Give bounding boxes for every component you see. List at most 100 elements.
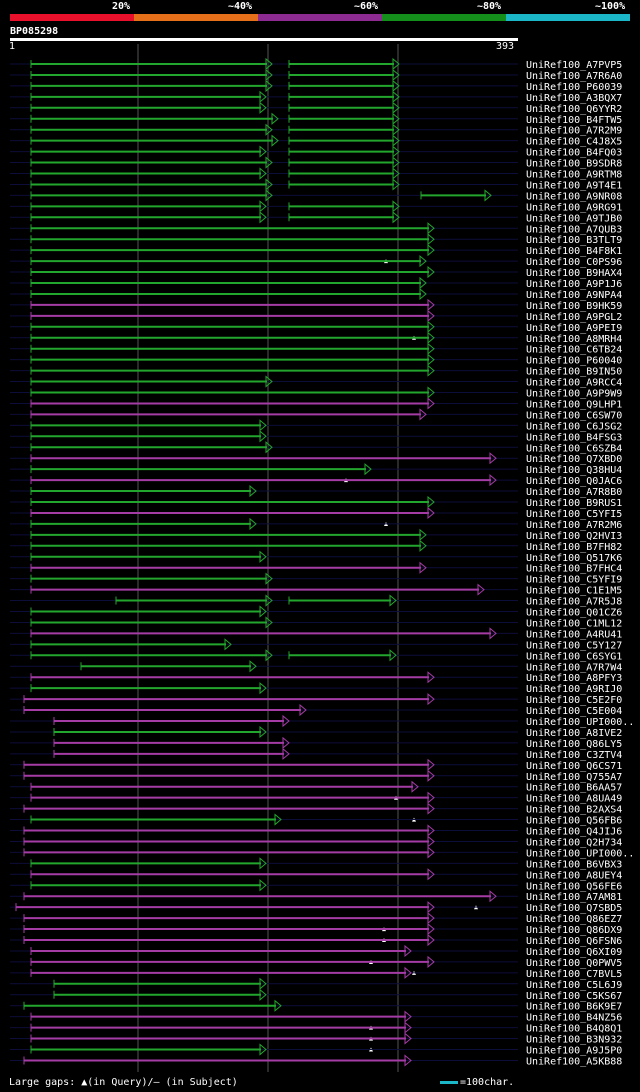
hit-arrow-10-0 — [259, 167, 267, 180]
hit-arrow-42-0 — [249, 517, 257, 530]
hit-arrow-53-0 — [224, 638, 232, 651]
hit-arrow-15-0 — [427, 222, 435, 235]
hit-arrow-9-1 — [392, 156, 400, 169]
hit-arrow-61-0 — [259, 725, 267, 739]
hit-arrow-6-0 — [265, 123, 273, 136]
hit-arrow-14-1 — [392, 211, 400, 224]
hit-arrow-40-0 — [427, 495, 435, 509]
hit-label-17: UniRef100_B4F8K1 — [526, 246, 622, 257]
hit-label-73: UniRef100_B6VBX3 — [526, 859, 622, 870]
hit-arrow-75-0 — [259, 879, 267, 892]
hit-label-30: UniRef100_A9P9W9 — [526, 389, 622, 400]
hit-arrow-25-0 — [427, 331, 435, 344]
hit-arrow-3-1 — [392, 90, 400, 103]
hit-arrow-26-0 — [427, 342, 435, 355]
hit-label-66: UniRef100_B6AA57 — [526, 783, 622, 794]
hit-arrow-41-0 — [427, 506, 435, 520]
hit-label-88: UniRef100_B4Q8Q1 — [526, 1024, 622, 1035]
hit-arrow-11-0 — [265, 178, 273, 191]
hit-label-51: UniRef100_C1ML12 — [526, 618, 622, 629]
hit-label-6: UniRef100_A7R2M9 — [526, 126, 622, 137]
hit-label-14: UniRef100_A9TJB0 — [526, 213, 622, 224]
hit-label-76: UniRef100_A7AM81 — [526, 892, 622, 903]
hit-label-54: UniRef100_C6SYG1 — [526, 651, 622, 662]
hit-arrow-85-0 — [259, 988, 267, 1001]
hit-label-46: UniRef100_B7FHC4 — [526, 564, 622, 575]
hit-arrow-52-0 — [489, 627, 497, 640]
hit-label-34: UniRef100_B4FSG3 — [526, 432, 622, 443]
hit-arrow-11-1 — [392, 178, 400, 191]
hit-arrow-13-0 — [259, 200, 267, 213]
hit-arrow-73-0 — [259, 857, 267, 870]
hit-arrow-49-1 — [389, 594, 397, 607]
hit-label-13: UniRef100_A9RG91 — [526, 202, 622, 213]
hit-arrow-63-0 — [282, 747, 290, 760]
hit-label-22: UniRef100_B9HK59 — [526, 301, 622, 312]
hit-arrow-12-1 — [484, 189, 492, 202]
hit-label-60: UniRef100_UPI000.. — [526, 717, 634, 728]
hit-arrow-5-1 — [392, 112, 400, 125]
hit-arrow-83-0 — [404, 966, 412, 979]
hit-arrow-60-0 — [282, 714, 290, 728]
hit-label-26: UniRef100_C6TB24 — [526, 345, 622, 356]
hit-label-67: UniRef100_A8UA49 — [526, 794, 622, 805]
hit-arrow-90-0 — [259, 1043, 267, 1056]
hit-label-5: UniRef100_B4FTW5 — [526, 115, 622, 126]
hit-label-75: UniRef100_Q56FE6 — [526, 881, 622, 892]
hit-label-1: UniRef100_A7R6A0 — [526, 71, 622, 82]
hit-label-31: UniRef100_Q9LHP1 — [526, 399, 622, 410]
hit-arrow-1-1 — [392, 68, 400, 82]
hit-arrow-65-0 — [427, 769, 435, 782]
hit-label-90: UniRef100_A9J5P0 — [526, 1046, 622, 1057]
hit-arrow-1-0 — [265, 68, 273, 82]
hit-label-80: UniRef100_Q6FSN6 — [526, 936, 622, 947]
hit-arrow-29-0 — [265, 375, 273, 388]
hit-arrow-2-0 — [265, 79, 273, 92]
hit-label-89: UniRef100_B3N932 — [526, 1035, 622, 1046]
footer-scale: =100char. — [440, 1077, 514, 1088]
legend-label-20: 20% — [112, 1, 131, 12]
hit-label-48: UniRef100_C1E1M5 — [526, 586, 622, 597]
hit-arrow-67-0 — [427, 791, 435, 804]
hit-arrow-39-0 — [249, 484, 257, 498]
hit-label-69: UniRef100_Q56FB6 — [526, 816, 622, 827]
hit-arrow-21-0 — [419, 287, 427, 301]
hit-label-28: UniRef100_B9IN50 — [526, 367, 622, 378]
hit-arrow-54-1 — [389, 649, 397, 662]
legend-label-60: ~60% — [354, 1, 379, 12]
hit-arrow-47-0 — [265, 572, 273, 585]
hit-arrow-81-0 — [404, 944, 412, 958]
hit-arrow-4-0 — [259, 101, 267, 114]
hit-label-9: UniRef100_B9SDR8 — [526, 159, 622, 170]
hit-label-23: UniRef100_A9PGL2 — [526, 312, 622, 323]
hit-arrow-0-1 — [392, 57, 400, 71]
hit-arrow-31-0 — [427, 397, 435, 410]
hit-label-81: UniRef100_Q6XI09 — [526, 947, 622, 958]
hit-arrow-18-0 — [419, 255, 427, 268]
query-start: 1 — [9, 41, 16, 52]
hit-arrow-50-0 — [259, 605, 267, 618]
hit-label-57: UniRef100_A9RIJ0 — [526, 684, 622, 695]
legend-label-100: ~100% — [595, 1, 626, 12]
hit-arrow-87-0 — [404, 1010, 412, 1023]
hit-label-85: UniRef100_C5KS67 — [526, 991, 622, 1002]
hit-arrow-3-0 — [259, 90, 267, 103]
hit-arrow-32-0 — [419, 408, 427, 421]
hit-arrow-57-0 — [259, 682, 267, 695]
hit-arrow-89-0 — [404, 1032, 412, 1045]
hit-arrow-38-0 — [489, 474, 497, 487]
hit-arrow-7-0 — [271, 134, 279, 147]
hit-label-27: UniRef100_P60040 — [526, 356, 622, 367]
hit-label-24: UniRef100_A9PEI9 — [526, 323, 622, 334]
hit-arrow-8-0 — [259, 145, 267, 158]
hit-label-38: UniRef100_Q0JAC6 — [526, 476, 622, 487]
hit-label-36: UniRef100_Q7XBD0 — [526, 454, 622, 465]
hit-label-84: UniRef100_C5L6J9 — [526, 980, 622, 991]
hit-label-4: UniRef100_Q6YYR2 — [526, 104, 622, 115]
hit-arrow-55-0 — [249, 660, 257, 673]
hit-arrow-86-0 — [274, 999, 282, 1012]
hit-arrow-7-1 — [392, 134, 400, 147]
hit-arrow-35-0 — [265, 441, 273, 454]
legend-bar-100 — [506, 14, 630, 21]
